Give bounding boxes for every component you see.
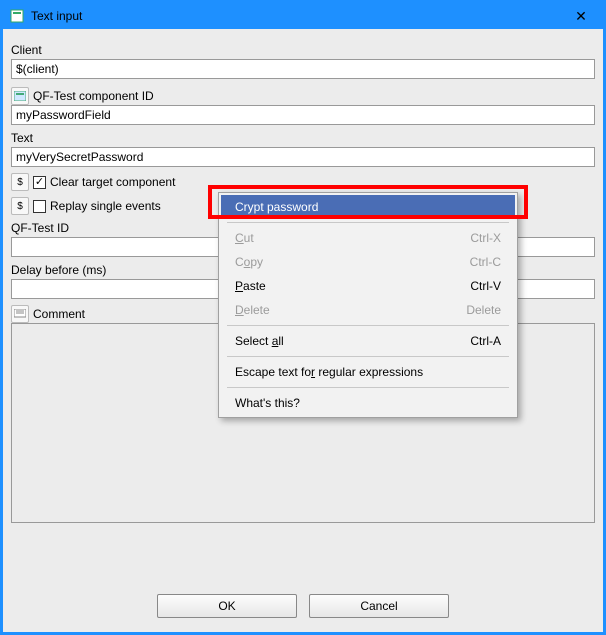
dialog-body: Client QF-Test component ID Text $ Clear… — [3, 29, 603, 632]
dialog-window: Text input ✕ Client QF-Test component ID… — [0, 0, 606, 635]
comment-icon — [11, 305, 29, 323]
context-menu: Crypt password CutCtrl-X CopyCtrl-C Past… — [218, 192, 518, 418]
client-input[interactable] — [11, 59, 595, 79]
menu-separator — [227, 222, 509, 223]
menu-crypt-password[interactable]: Crypt password — [221, 195, 515, 219]
menu-whats-this[interactable]: What's this? — [221, 391, 515, 415]
menu-cut[interactable]: CutCtrl-X — [221, 226, 515, 250]
menu-paste[interactable]: PasteCtrl-V — [221, 274, 515, 298]
text-input[interactable] — [11, 147, 595, 167]
menu-escape-regex[interactable]: Escape text for regular expressions — [221, 360, 515, 384]
menu-select-all[interactable]: Select allCtrl-A — [221, 329, 515, 353]
close-button[interactable]: ✕ — [565, 8, 597, 25]
app-icon — [9, 8, 25, 24]
menu-separator — [227, 356, 509, 357]
replay-label: Replay single events — [50, 199, 161, 213]
button-bar: OK Cancel — [11, 584, 595, 624]
menu-separator — [227, 325, 509, 326]
ok-button[interactable]: OK — [157, 594, 297, 618]
replay-checkbox[interactable] — [33, 200, 46, 213]
menu-separator — [227, 387, 509, 388]
comment-label: Comment — [33, 307, 85, 321]
client-label: Client — [11, 43, 595, 57]
component-input[interactable] — [11, 105, 595, 125]
var-icon-2: $ — [11, 197, 29, 215]
cancel-button[interactable]: Cancel — [309, 594, 449, 618]
titlebar: Text input ✕ — [3, 3, 603, 29]
text-label: Text — [11, 131, 595, 145]
component-icon — [11, 87, 29, 105]
menu-copy[interactable]: CopyCtrl-C — [221, 250, 515, 274]
window-title: Text input — [31, 9, 565, 23]
menu-delete[interactable]: DeleteDelete — [221, 298, 515, 322]
clear-target-checkbox[interactable] — [33, 176, 46, 189]
var-icon: $ — [11, 173, 29, 191]
clear-target-label: Clear target component — [50, 175, 175, 189]
component-label: QF-Test component ID — [33, 89, 154, 103]
